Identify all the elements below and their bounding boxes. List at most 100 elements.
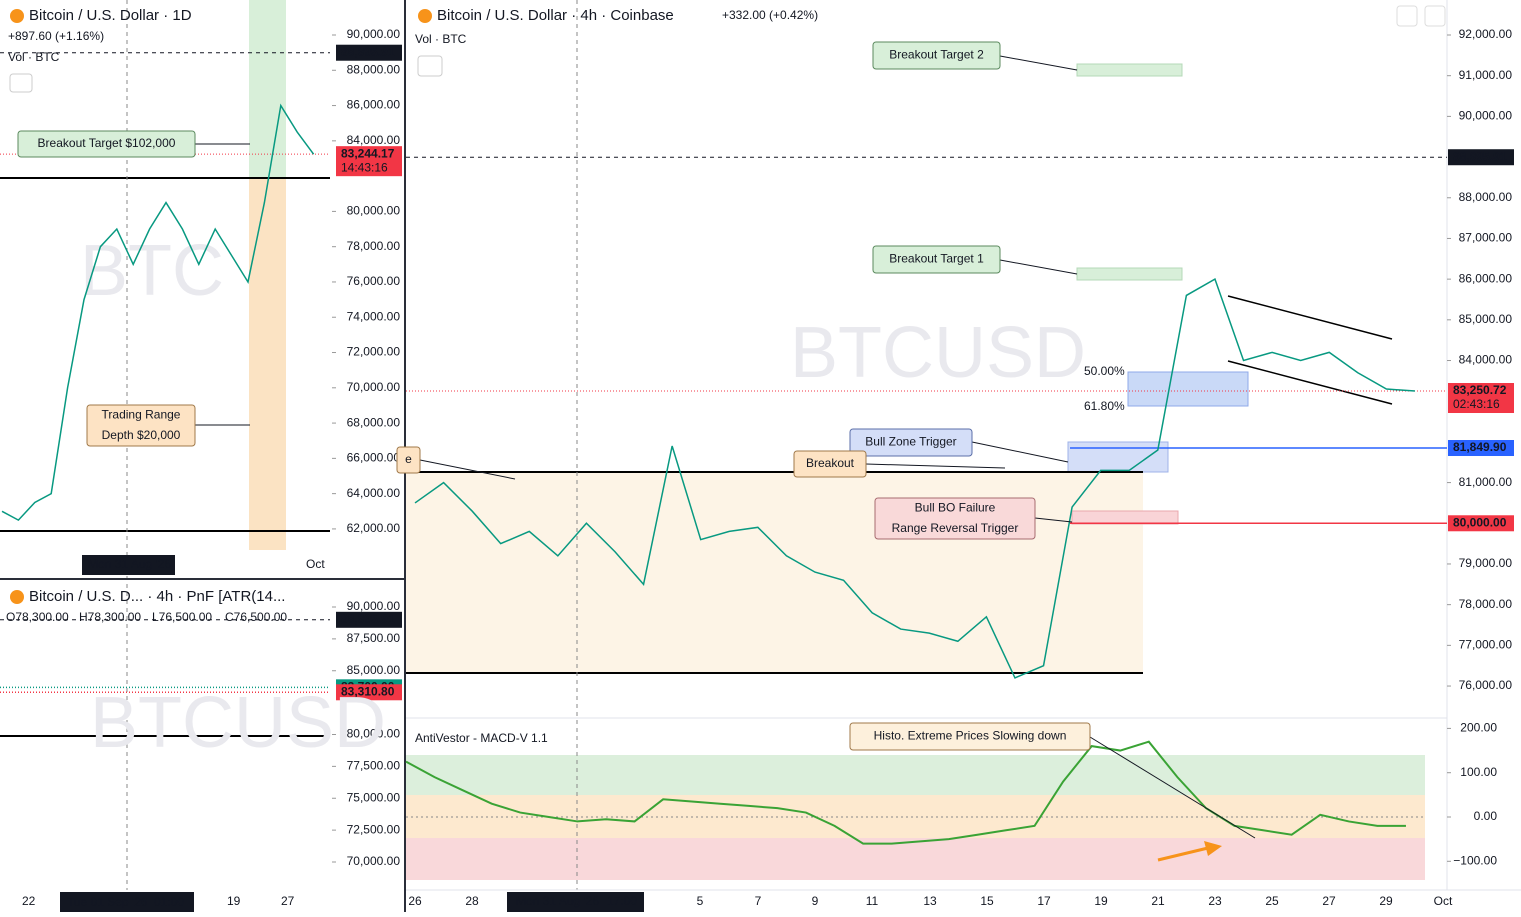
y-tick-label: 78,000.00: [347, 239, 401, 253]
volume-label: Vol · BTC: [8, 50, 60, 64]
price-line: [1, 103, 315, 522]
symbol-icon: [10, 9, 24, 23]
x-tick-label: 13: [923, 894, 937, 908]
y-tick-label: 84,000.00: [1459, 353, 1513, 367]
y-tick-label: 90,000.00: [347, 27, 401, 41]
annotation: Breakout: [806, 456, 855, 470]
annotation-box: [849, 722, 1091, 751]
annotation: Trading Range: [102, 407, 181, 421]
x-tick-label: 17: [1037, 894, 1051, 908]
x-tick-label: 28: [465, 894, 479, 908]
y-tick-label: 76,000.00: [1459, 678, 1513, 692]
y-tick-label: 80,000.00: [347, 727, 401, 741]
annotation: e: [405, 452, 412, 466]
price-tag: [1448, 149, 1514, 166]
y-tick-label: 79,000.00: [1459, 556, 1513, 570]
y-tick-label: 66,000.00: [347, 451, 401, 465]
macd-zone: [406, 795, 1425, 838]
watermark: BTCUSD: [790, 313, 1086, 393]
button[interactable]: [1424, 5, 1446, 27]
y-tick-label: 100.00: [1460, 765, 1497, 779]
annotation-box: [17, 130, 196, 158]
connector: [865, 463, 1006, 469]
collapse-button[interactable]: [417, 55, 443, 77]
annotation-box: [849, 428, 973, 457]
y-tick-label: 64,000.00: [347, 486, 401, 500]
crosshair-date: Mon 31 Aug '26: [516, 894, 599, 908]
price-tag: [336, 611, 402, 628]
price-tag: [336, 44, 402, 61]
fib-label: 61.80%: [1084, 399, 1125, 413]
annotation: Breakout Target 1: [889, 252, 984, 266]
ohlc: H78,300.00: [79, 610, 141, 624]
connector: [419, 459, 516, 480]
arrow-head: [1204, 841, 1222, 856]
volume-label: Vol · BTC: [415, 32, 467, 46]
y-tick-label: 75,000.00: [347, 790, 401, 804]
y-tick-label: 70,000.00: [347, 380, 401, 394]
change: +897.60 (+1.16%): [8, 29, 104, 43]
y-tick-label: 81,000.00: [1459, 475, 1513, 489]
macd-zone: [406, 755, 1425, 795]
price-tag: [1448, 383, 1514, 414]
annotation: Range Reversal Trigger: [892, 521, 1019, 535]
x-tick-label: 22: [22, 894, 36, 908]
crosshair-tag: [507, 892, 644, 912]
price-tag-text: 83,244.17: [341, 146, 395, 160]
ohlc: C76,500.00: [225, 610, 287, 624]
price-tag-text: 88,995.91: [341, 45, 395, 59]
target-box: [1076, 63, 1183, 77]
range-zone: [249, 178, 286, 550]
x-tick-label: 5: [697, 894, 704, 908]
connector: [999, 259, 1078, 275]
y-tick-label: −100.00: [1453, 853, 1497, 867]
y-tick-label: 80,000.00: [347, 204, 401, 218]
fib-label: 50.00%: [1084, 364, 1125, 378]
price-line: [414, 278, 1416, 679]
y-tick-label: 88,000.00: [1459, 190, 1513, 204]
price-tag-text: 88,995.91: [341, 612, 395, 626]
y-tick-label: 85,000.00: [1459, 312, 1513, 326]
collapse-button[interactable]: [9, 73, 33, 93]
crosshair-date: Mon 31 Aug '26: [88, 557, 171, 571]
chart-title: Bitcoin / U.S. D... · 4h · PnF [ATR(14..…: [29, 588, 285, 605]
y-tick-label: 77,000.00: [1459, 638, 1513, 652]
y-tick-label: 84,000.00: [347, 133, 401, 147]
button[interactable]: [1396, 5, 1418, 27]
annotation: Bull BO Failure: [915, 500, 996, 514]
annotation-box: [872, 245, 1001, 274]
connector: [971, 441, 1069, 463]
chart-title: Bitcoin / U.S. Dollar · 1D: [29, 7, 192, 24]
fib-zone: [1127, 371, 1249, 407]
y-tick-label: 76,000.00: [347, 274, 401, 288]
y-tick-label: 86,000.00: [1459, 271, 1513, 285]
macd-line: [405, 740, 1406, 845]
y-tick-label: 0.00: [1474, 809, 1498, 823]
connector: [1034, 517, 1073, 523]
annotation-box: [86, 404, 196, 447]
ohlc: L76,500.00: [152, 610, 212, 624]
y-tick-label: 86,000.00: [347, 98, 401, 112]
crosshair-date: Tue 01 Sep '26: [67, 895, 148, 909]
change: +332.00 (+0.42%): [722, 8, 818, 22]
y-tick-label: 72,000.00: [347, 345, 401, 359]
x-tick-label: 23: [1208, 894, 1222, 908]
price-tag: [336, 684, 402, 701]
y-tick-label: 90,000.00: [347, 599, 401, 613]
channel-line: [1227, 295, 1393, 340]
price-tag: [1448, 440, 1514, 457]
target-zone: [249, 0, 286, 178]
y-tick-label: 72,500.00: [347, 822, 401, 836]
y-tick-label: 70,000.00: [347, 854, 401, 868]
watermark: BTCUSD: [90, 683, 386, 763]
y-tick-label: 77,500.00: [347, 759, 401, 773]
x-tick-label: 29: [1379, 894, 1393, 908]
annotation: Histo. Extreme Prices Slowing down: [874, 729, 1067, 743]
y-tick-label: 91,000.00: [1459, 68, 1513, 82]
failure-zone: [1071, 510, 1179, 525]
price-tag-text: 83,250.72: [1453, 383, 1507, 397]
x-tick-label: 26: [408, 894, 422, 908]
